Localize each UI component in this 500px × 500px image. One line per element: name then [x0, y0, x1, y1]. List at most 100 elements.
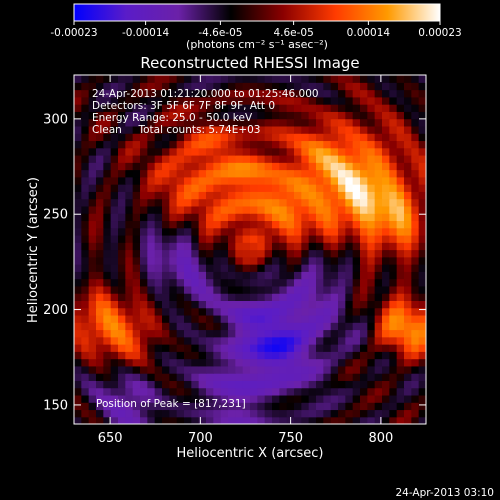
heatmap-cell	[250, 285, 258, 294]
heatmap-cell	[103, 285, 112, 294]
heatmap-cell	[396, 82, 405, 91]
heatmap-cell	[330, 125, 339, 134]
heatmap-cell	[169, 96, 178, 105]
heatmap-cell	[396, 96, 405, 105]
heatmap-cell	[301, 278, 310, 287]
heatmap-cell	[360, 118, 368, 127]
heatmap-cell	[88, 358, 97, 367]
heatmap-cell	[286, 198, 295, 207]
heatmap-cell	[74, 409, 82, 418]
heatmap-cell	[191, 176, 200, 185]
heatmap-cell	[316, 198, 324, 207]
heatmap-cell	[389, 234, 398, 243]
heatmap-cell	[169, 162, 178, 171]
heatmap-cell	[184, 409, 192, 418]
heatmap-cell	[360, 162, 368, 171]
heatmap-cell	[264, 373, 273, 381]
heatmap-cell	[323, 205, 332, 214]
heatmap-cell	[330, 402, 339, 411]
heatmap-cell	[338, 104, 346, 112]
heatmap-cell	[235, 125, 244, 134]
heatmap-cell	[257, 220, 266, 229]
heatmap-cell	[264, 329, 273, 338]
heatmap-cell	[191, 89, 200, 98]
heatmap-cell	[88, 307, 97, 316]
heatmap-cell	[308, 285, 317, 294]
heatmap-cell	[154, 278, 163, 287]
heatmap-cell	[140, 162, 148, 171]
heatmap-cell	[154, 75, 163, 83]
heatmap-cell	[418, 380, 426, 389]
heatmap-cell	[272, 191, 280, 200]
heatmap-cell	[345, 373, 354, 381]
heatmap-cell	[360, 104, 368, 112]
heatmap-cell	[272, 140, 280, 149]
heatmap-cell	[184, 75, 192, 83]
heatmap-cell	[110, 140, 119, 149]
heatmap-cell	[367, 205, 376, 214]
heatmap-cell	[198, 82, 207, 91]
heatmap-cell	[272, 307, 280, 316]
heatmap-cell	[213, 307, 222, 316]
heatmap-cell	[323, 402, 332, 411]
heatmap-cell	[103, 162, 112, 171]
heatmap-cell	[382, 96, 390, 105]
heatmap-cell	[264, 242, 273, 251]
heatmap-cell	[360, 329, 368, 338]
heatmap-cell	[191, 307, 200, 316]
heatmap-cell	[162, 285, 170, 294]
heatmap-cell	[411, 271, 420, 280]
heatmap-cell	[191, 293, 200, 301]
heatmap-cell	[250, 387, 258, 396]
heatmap-cell	[316, 154, 324, 163]
heatmap-cell	[308, 162, 317, 171]
heatmap-cell	[81, 162, 90, 171]
heatmap-cell	[206, 351, 214, 360]
heatmap-cell	[411, 213, 420, 222]
heatmap-cell	[367, 358, 376, 367]
heatmap-cell	[257, 307, 266, 316]
heatmap-cell	[169, 416, 178, 424]
heatmap-cell	[272, 285, 280, 294]
heatmap-cell	[176, 380, 185, 389]
heatmap-cell	[191, 402, 200, 411]
heatmap-cell	[169, 125, 178, 134]
heatmap-cell	[272, 118, 280, 127]
heatmap-cell	[345, 365, 354, 374]
heatmap-cell	[352, 387, 361, 396]
heatmap-cell	[96, 387, 104, 396]
heatmap-cell	[396, 234, 405, 243]
heatmap-cell	[220, 387, 229, 396]
heatmap-cell	[257, 300, 266, 309]
heatmap-cell	[184, 314, 192, 323]
heatmap-cell	[264, 118, 273, 127]
heatmap-cell	[198, 256, 207, 265]
heatmap-cell	[323, 300, 332, 309]
heatmap-cell	[257, 271, 266, 280]
heatmap-cell	[184, 242, 192, 251]
heatmap-cell	[213, 365, 222, 374]
heatmap-cell	[338, 162, 346, 171]
heatmap-cell	[176, 147, 185, 156]
heatmap-cell	[418, 402, 426, 411]
heatmap-cell	[140, 213, 148, 222]
heatmap-cell	[213, 227, 222, 236]
heatmap-cell	[345, 205, 354, 214]
heatmap-cell	[330, 373, 339, 381]
heatmap-cell	[140, 169, 148, 178]
heatmap-cell	[404, 365, 412, 374]
heatmap-cell	[374, 285, 383, 294]
heatmap-cell	[323, 271, 332, 280]
heatmap-cell	[220, 140, 229, 149]
heatmap-cell	[374, 409, 383, 418]
heatmap-cell	[235, 264, 244, 272]
heatmap-cell	[228, 140, 236, 149]
heatmap-cell	[294, 133, 302, 142]
heatmap-cell	[228, 329, 236, 338]
heatmap-cell	[81, 264, 90, 272]
heatmap-cell	[338, 402, 346, 411]
heatmap-cell	[96, 409, 104, 418]
heatmap-cell	[103, 300, 112, 309]
heatmap-cell	[345, 416, 354, 424]
heatmap-cell	[176, 176, 185, 185]
